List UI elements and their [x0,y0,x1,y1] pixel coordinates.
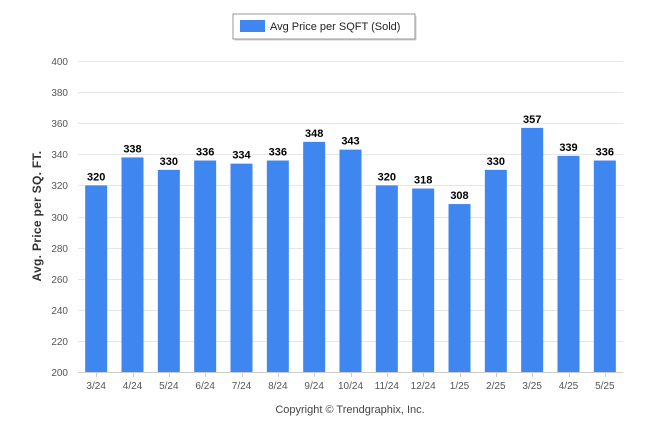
x-tick-label: 5/24 [159,381,179,392]
data-label: 357 [523,114,541,126]
bar[interactable] [230,163,253,372]
data-label: 330 [160,156,178,168]
data-label: 348 [305,128,323,140]
copyright-credit: Copyright © Trendgraphix, Inc. [275,404,424,416]
x-tick-label: 2/25 [486,381,506,392]
y-tick-label: 240 [51,306,68,317]
x-tick-label: 10/24 [338,381,363,392]
data-label: 318 [414,175,432,187]
y-axis-ticks: 200 220 240 260 280 300 320 340 360 380 400 [51,57,68,379]
x-axis-ticks: 3/24 4/24 5/24 6/24 7/24 8/24 9/24 10/24 11/24 12… [86,372,615,392]
data-label: 343 [341,136,359,148]
y-tick-label: 380 [51,88,68,99]
x-tick-label: 5/25 [595,381,615,392]
data-label: 308 [450,190,468,202]
x-tick-label: 8/24 [268,381,288,392]
bar[interactable] [194,160,217,372]
bar[interactable] [121,157,144,372]
value-labels: 320 338 330 336 334 336 348 343 320 318 308 330 357 3… [87,114,614,202]
x-tick-label: 1/25 [450,381,470,392]
x-tick-label: 3/25 [522,381,542,392]
bar[interactable] [593,160,616,372]
bar[interactable] [448,204,471,372]
bar[interactable] [557,155,580,372]
data-label: 336 [269,147,287,159]
bar[interactable] [303,141,326,372]
data-label: 336 [196,147,214,159]
y-tick-label: 200 [51,368,68,379]
legend[interactable]: Avg Price per SQFT (Sold) [232,13,417,41]
data-label: 339 [559,142,577,154]
bar[interactable] [521,127,544,373]
bar[interactable] [157,169,180,372]
x-tick-label: 4/24 [123,381,143,392]
y-tick-label: 320 [51,181,68,192]
y-tick-label: 260 [51,275,68,286]
y-tick-label: 400 [51,57,68,68]
bar[interactable] [412,188,435,372]
bar[interactable] [484,169,507,372]
y-tick-label: 280 [51,244,68,255]
x-tick-label: 11/24 [375,381,400,392]
x-tick-label: 7/24 [232,381,252,392]
y-tick-label: 340 [51,150,68,161]
legend-label: Avg Price per SQFT (Sold) [270,21,400,33]
data-label: 320 [378,171,396,183]
x-tick-label: 9/24 [304,381,324,392]
x-tick-label: 6/24 [195,381,215,392]
y-tick-label: 220 [51,337,68,348]
bar[interactable] [339,149,362,372]
data-label: 334 [232,150,251,162]
data-label: 336 [596,147,614,159]
bars [85,127,616,373]
bar[interactable] [375,185,398,372]
bar[interactable] [266,160,289,372]
data-label: 338 [123,143,141,155]
data-label: 320 [87,171,105,183]
data-label: 330 [487,156,505,168]
legend-swatch [240,20,265,32]
y-axis-label: Avg. Price per SQ. FT. [30,151,44,282]
y-tick-label: 360 [51,119,68,130]
x-tick-label: 12/24 [411,381,436,392]
x-tick-label: 3/24 [86,381,106,392]
x-tick-label: 4/25 [559,381,579,392]
bar[interactable] [85,185,108,372]
y-tick-label: 300 [51,213,68,224]
